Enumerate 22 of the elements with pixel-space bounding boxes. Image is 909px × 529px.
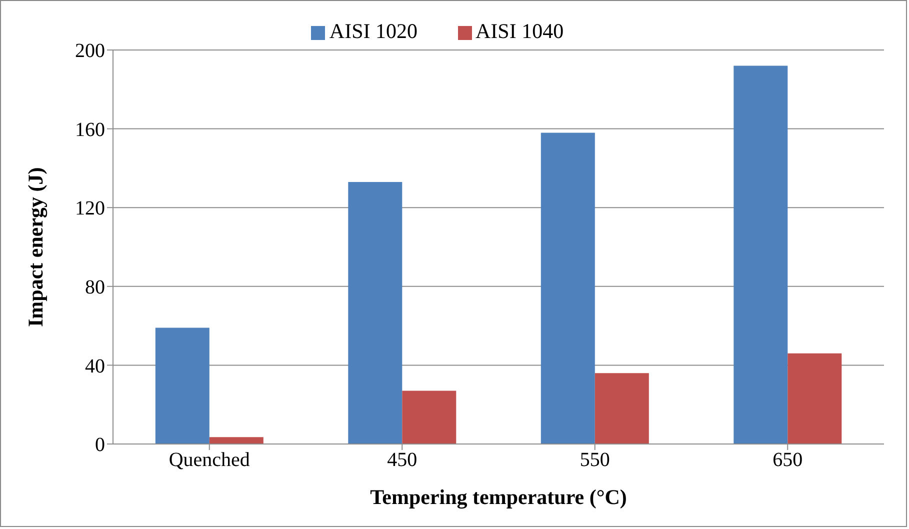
y-tick-label: 200 — [75, 40, 105, 62]
y-axis-title: Impact energy (J) — [23, 167, 48, 327]
x-tick-label: Quenched — [168, 449, 250, 472]
bar — [209, 437, 264, 444]
x-axis-title: Tempering temperature (°C) — [370, 485, 627, 509]
y-tick-label: 80 — [85, 276, 105, 298]
bar — [734, 66, 788, 444]
legend-label: AISI 1020 — [329, 19, 418, 43]
x-tick-label: 550 — [580, 449, 610, 472]
y-tick-label: 40 — [85, 355, 105, 378]
legend-label: AISI 1040 — [476, 19, 564, 43]
y-tick-label: 120 — [75, 198, 105, 220]
bar — [540, 132, 595, 444]
x-tick-label: 650 — [772, 449, 803, 472]
bar — [402, 390, 456, 444]
x-tick-label: 450 — [387, 449, 418, 472]
y-tick-label: 160 — [75, 118, 105, 141]
y-tick-label: 0 — [95, 434, 105, 456]
bar — [348, 182, 402, 444]
bar — [788, 353, 842, 444]
bar — [594, 373, 649, 444]
bar — [155, 328, 210, 444]
